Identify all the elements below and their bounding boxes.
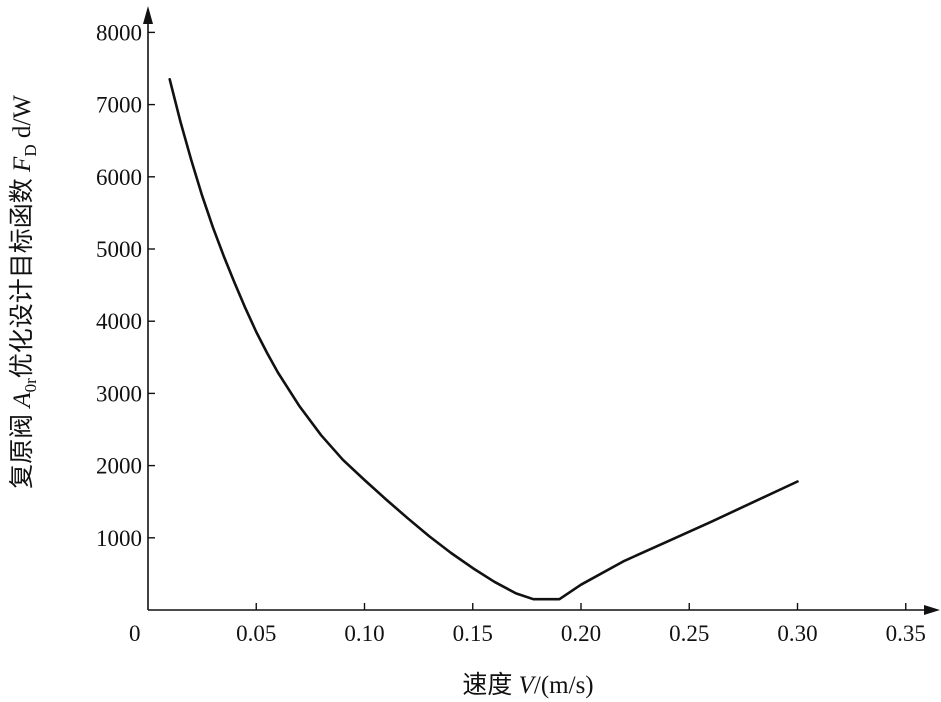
x-tick-label: 0.15 bbox=[453, 621, 493, 646]
origin-label: 0 bbox=[129, 621, 141, 646]
axes bbox=[143, 6, 940, 615]
x-axis-arrow-icon bbox=[924, 605, 940, 615]
y-tick-label: 4000 bbox=[96, 309, 142, 334]
y-tick-label: 2000 bbox=[96, 454, 142, 479]
x-ticks: 0.05 0.10 0.15 0.20 0.25 0.30 0.35 bbox=[236, 603, 926, 646]
y-tick-label: 8000 bbox=[96, 20, 142, 45]
y-axis-title-fn: F bbox=[9, 156, 36, 173]
x-tick-label: 0.30 bbox=[777, 621, 817, 646]
y-axis-title-prefix: 复原阀 bbox=[8, 408, 36, 489]
y-tick-label: 5000 bbox=[96, 237, 142, 262]
x-tick-label: 0.10 bbox=[344, 621, 384, 646]
y-ticks: 1000 2000 3000 4000 5000 6000 7000 8000 bbox=[96, 20, 155, 551]
x-tick-label: 0.20 bbox=[561, 621, 601, 646]
y-axis-title: 复原阀 A0r优化设计目标函数 FD d/W bbox=[8, 95, 40, 489]
series-line bbox=[168, 78, 799, 601]
y-axis-title-var: A bbox=[9, 392, 36, 410]
y-axis-title-fn-suffix: d/W bbox=[9, 95, 36, 145]
y-tick-label: 1000 bbox=[96, 526, 142, 551]
x-axis-title-var: V bbox=[519, 672, 537, 699]
x-tick-label: 0.05 bbox=[236, 621, 276, 646]
y-axis-title-var-sub: 0r bbox=[21, 378, 40, 393]
y-tick-label: 6000 bbox=[96, 165, 142, 190]
series-group bbox=[168, 78, 799, 601]
x-axis-title-unit: /(m/s) bbox=[534, 672, 594, 699]
y-axis-title-mid: 优化设计目标函数 bbox=[8, 172, 36, 378]
y-axis-title-fn-sub: D bbox=[21, 144, 40, 156]
y-tick-label: 7000 bbox=[96, 93, 142, 118]
x-tick-label: 0.35 bbox=[886, 621, 926, 646]
y-tick-label: 3000 bbox=[96, 381, 142, 406]
x-tick-label: 0.25 bbox=[669, 621, 709, 646]
x-axis-title-prefix: 速度 bbox=[462, 671, 518, 699]
x-axis-title: 速度 V/(m/s) bbox=[462, 671, 593, 699]
y-axis-arrow-icon bbox=[143, 6, 153, 24]
